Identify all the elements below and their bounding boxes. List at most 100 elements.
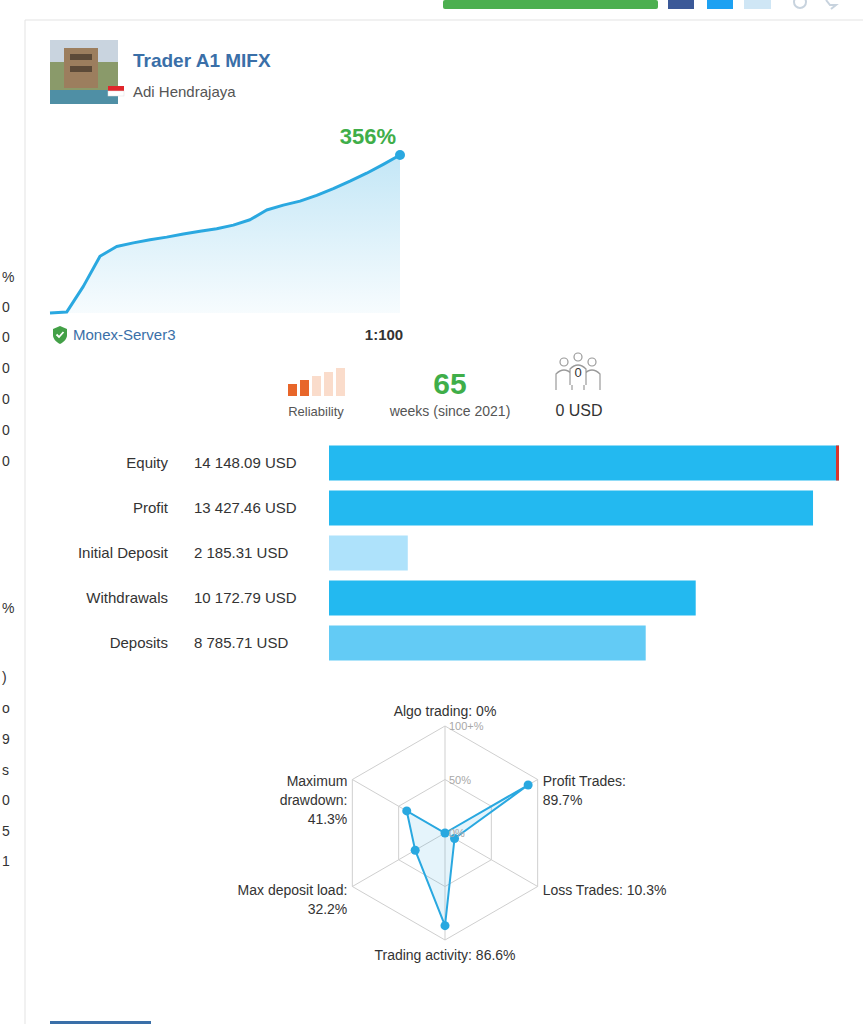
radar-point [441,921,450,930]
avatar-window [70,66,92,72]
top-divider [25,20,863,21]
radar-label: Max deposit load: 32.2% [238,882,348,917]
growth-end-point [395,150,405,160]
subscribers-count: 0 [574,365,581,380]
sidebar-fragment: ) [2,669,7,685]
sidebar-divider [25,20,26,1024]
subscribers-funds: 0 USD [555,402,602,419]
page: % 0 0 0 0 0 0%) o 9 s 0 5 1 Trader A1 MIFX Adi Hendraj… [0,0,863,1024]
sidebar-fragment: 0 [2,792,10,808]
bar-value-label: 13 427.46 USD [194,499,297,516]
growth-area [50,155,400,313]
avatar-window [70,54,92,60]
bars [329,446,839,661]
radar-label-line: drawdown: [280,792,348,808]
leverage: 1:100 [365,326,403,343]
sidebar-fragment: % [2,600,14,616]
radar-label-line: Max deposit load: [238,882,348,898]
subscribers-icon [556,353,600,390]
radar-label: Profit Trades: 89.7% [543,773,626,808]
radar-label-line: 32.2% [308,901,348,917]
person-head [560,358,568,366]
radar-ring [352,726,537,940]
sidebar-fragment: 0 [2,329,10,345]
equity-marker [836,446,839,481]
radar-point [524,781,533,790]
radar-polygon [407,785,528,926]
radar-grid [352,726,537,940]
radar-point [402,806,411,815]
radar-label: Maximum drawdown: 41.3% [280,773,348,827]
radar-label-line: Algo trading: 0% [394,703,497,719]
weeks-label: weeks (since 2021) [389,403,511,419]
radar-label: Loss Trades: 10.3% [543,882,667,898]
author: Adi Hendrajaya [133,83,236,100]
growth-plot [50,150,405,313]
bar [329,446,839,481]
flag-red [108,86,124,91]
facebook-icon[interactable] [668,0,694,9]
server[interactable]: Monex-Server3 [73,326,176,343]
radar-point [411,846,420,855]
sidebar-fragment: 5 [2,823,10,839]
person-body [570,365,586,385]
radar-label-line: Loss Trades: 10.3% [543,882,667,898]
radar-label-line: Maximum [287,773,348,789]
bar-category: Profit [133,499,169,516]
bar-category: Withdrawals [86,589,168,606]
sidebar-fragment: % [2,269,14,285]
sidebar-fragment: 9 [2,731,10,747]
bar-category: Equity [126,454,168,471]
sidebar-fragment: 0 [2,453,10,469]
radar-label: Algo trading: 0% [394,703,497,719]
bar-category: Initial Deposit [78,544,169,561]
weeks-value: 65 [433,367,466,400]
share-icon[interactable] [744,0,771,9]
growth-line [50,155,400,313]
radar-label-line: Profit Trades: [543,773,626,789]
radar-label-line: 41.3% [308,811,348,827]
radar-label-line: 89.7% [543,792,583,808]
sidebar-fragment: 0 [2,391,10,407]
bar [329,626,646,661]
radar-data [402,781,532,931]
bar [329,536,408,571]
reliability-bar [336,368,345,396]
radar-label-line: Trading activity: 86.6% [374,947,515,963]
verified-shield [53,326,67,344]
twitter-icon[interactable] [707,0,733,9]
bar-value-label: 10 172.79 USD [194,589,297,606]
favorite-icon[interactable] [826,0,836,9]
bar [329,491,813,526]
signal-title[interactable]: Trader A1 MIFX [133,50,271,71]
copy-button[interactable] [443,0,658,9]
sidebar-fragment: 0 [2,422,10,438]
bottom-button[interactable] [50,1021,151,1024]
reliability-bar [312,376,321,396]
bar-category: Deposits [110,634,168,651]
sidebar-fragment: 0 [2,360,10,376]
person-head [574,353,582,361]
bar-value-label: 8 785.71 USD [194,634,288,651]
verified-check [57,332,64,337]
radar-label: Trading activity: 86.6% [374,947,515,963]
radar-tick-label: 100+% [449,720,484,732]
growth-total: 356% [340,124,396,149]
sidebar-fragment: o [2,700,10,716]
radar-spoke [445,726,446,833]
avatar-building [64,48,98,88]
reliability-bar [288,384,297,396]
sidebar-fragment: 0 [2,299,10,315]
reliability-bar [324,372,333,396]
sidebar-fragment: s [2,762,9,778]
flag-white [108,91,124,96]
settings-icon[interactable] [794,0,806,8]
person-head [588,358,596,366]
radar-spoke [445,833,538,887]
sidebar-fragment: 1 [2,853,10,869]
radar-tick-label: 50% [449,774,471,786]
reliability-label: Reliability [288,404,344,419]
bar-value-label: 2 185.31 USD [194,544,288,561]
bar-value-label: 14 148.09 USD [194,454,297,471]
reliability-bar [300,380,309,396]
